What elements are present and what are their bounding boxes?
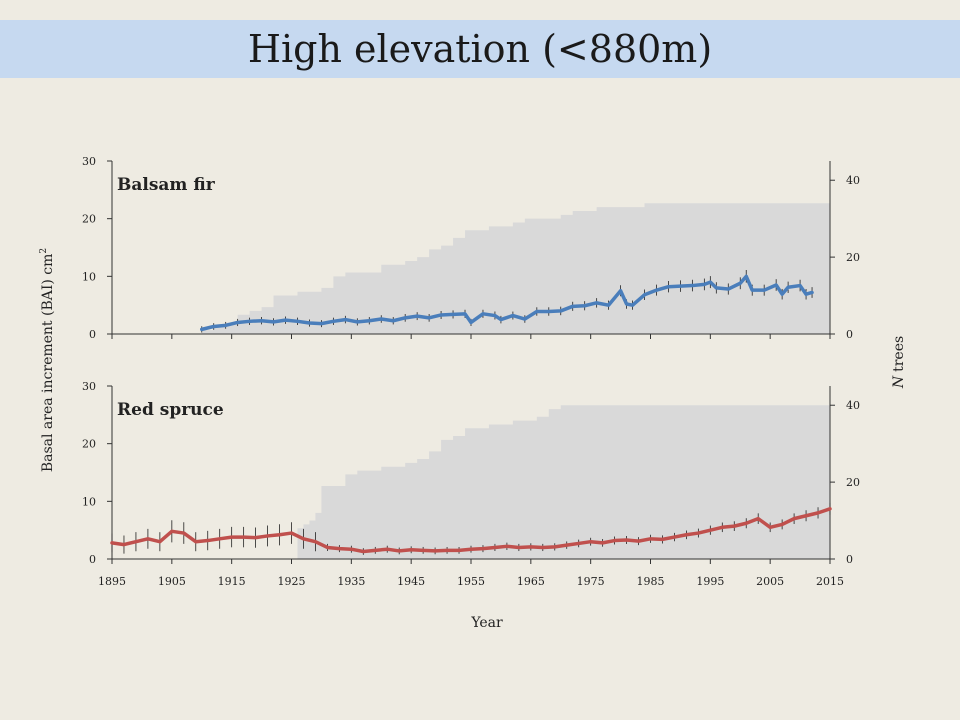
x-tick-label: 1945 [397, 575, 425, 588]
x-axis: 1895 1905 1915 1925 1935 1945 1955 1965 1975 1985… [98, 575, 844, 588]
y2-tick-label: 0 [846, 328, 853, 341]
y-tick-label: 30 [82, 155, 96, 168]
y-tick-label: 20 [82, 213, 96, 226]
y-tick-label: 0 [89, 553, 96, 566]
x-tick-label: 2015 [816, 575, 844, 588]
panel-label: Balsam fir [117, 175, 216, 195]
slide-title: High elevation (<880m) [247, 27, 713, 71]
y-tick-label: 10 [82, 270, 96, 283]
y2-tick-label: 20 [846, 476, 860, 489]
y-axis-title-left-superscript: 2 [39, 248, 49, 254]
y2-tick-label: 0 [846, 553, 853, 566]
x-tick-label: 1965 [517, 575, 545, 588]
x-tick-label: 1915 [218, 575, 246, 588]
y2-tick-label: 40 [846, 399, 860, 412]
x-tick-label: 1935 [337, 575, 365, 588]
panel-red-spruce: 0 10 20 30 0 20 40 Red spruce [82, 380, 860, 566]
sample-depth-area [201, 203, 830, 334]
panel-balsam-fir: 0 10 20 30 0 20 40 Balsam fir [82, 155, 860, 341]
x-tick-label: 1985 [637, 575, 665, 588]
panel-label: Red spruce [117, 400, 224, 420]
y-tick-label: 20 [82, 438, 96, 451]
x-tick-label: 1975 [577, 575, 605, 588]
x-tick-label: 2005 [756, 575, 784, 588]
series-line [110, 507, 832, 554]
y-axis-title-left-text: Basal area increment (BAI) cm [40, 254, 56, 473]
y-axis-title-right-text: trees [891, 336, 907, 372]
x-axis-title: Year [470, 615, 503, 631]
y-tick-label: 30 [82, 380, 96, 393]
y-tick-label: 0 [89, 328, 96, 341]
x-tick-label: 1995 [696, 575, 724, 588]
y-axis-title-right-n: N [891, 375, 907, 389]
y-axis-title-left: Basal area increment (BAI) cm2 [39, 248, 56, 472]
x-tick-label: 1955 [457, 575, 485, 588]
x-tick-label: 1925 [278, 575, 306, 588]
y-tick-label: 10 [82, 495, 96, 508]
sample-depth-area [112, 405, 830, 559]
y2-tick-label: 20 [846, 251, 860, 264]
y2-tick-label: 40 [846, 174, 860, 187]
series-line [200, 274, 814, 332]
title-band [0, 20, 960, 78]
x-tick-label: 1905 [158, 575, 186, 588]
x-tick-label: 1895 [98, 575, 126, 588]
y-axis-title-right: Ntrees [891, 336, 907, 389]
